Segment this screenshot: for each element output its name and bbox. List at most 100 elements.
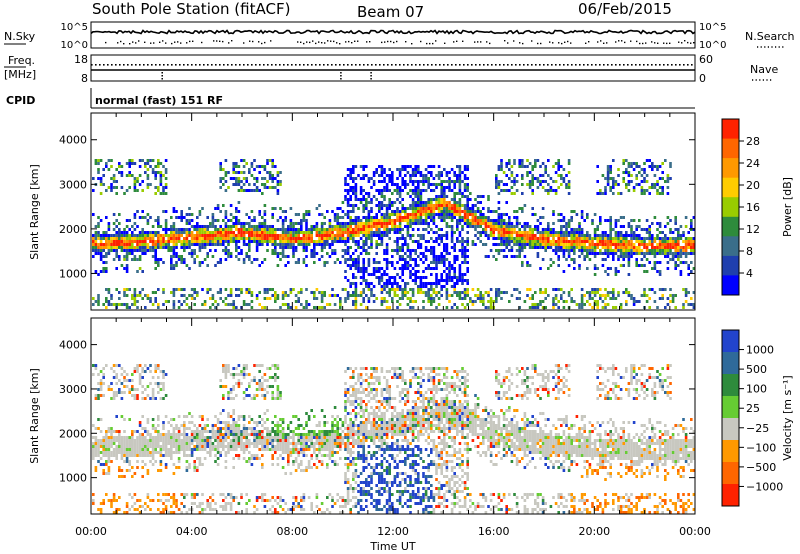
heatmap-cell — [515, 216, 519, 219]
heatmap-cell — [375, 216, 378, 219]
heatmap-cell — [125, 264, 129, 267]
heatmap-cell — [539, 222, 542, 225]
heatmap-cell — [495, 258, 498, 261]
heatmap-cell — [578, 228, 581, 231]
heatmap-cell — [450, 231, 454, 234]
heatmap-cell — [432, 189, 436, 192]
heatmap-cell — [466, 243, 469, 246]
heatmap-cell — [432, 198, 436, 201]
heatmap-cell — [565, 231, 568, 234]
heatmap-cell — [505, 189, 508, 192]
heatmap-cell — [154, 246, 157, 249]
heatmap-cell — [157, 258, 160, 261]
heatmap-cell — [307, 210, 311, 213]
heatmap-cell — [94, 270, 98, 273]
heatmap-cell — [112, 448, 116, 451]
heatmap-cell — [411, 201, 415, 204]
heatmap-cell — [203, 300, 207, 303]
heatmap-cell — [172, 436, 176, 439]
heatmap-cell — [136, 499, 139, 502]
heatmap-cell — [123, 379, 126, 382]
noise-search-point — [615, 41, 617, 43]
nave-point — [163, 64, 165, 66]
heatmap-cell — [320, 246, 324, 249]
heatmap-cell — [632, 243, 636, 246]
heatmap-cell — [534, 243, 537, 246]
heatmap-cell — [372, 183, 376, 186]
y-tick-label: 4000 — [59, 134, 87, 147]
heatmap-cell — [497, 228, 501, 231]
heatmap-cell — [214, 237, 217, 240]
heatmap-cell — [440, 252, 443, 255]
heatmap-cell — [430, 303, 433, 306]
heatmap-cell — [653, 237, 657, 240]
heatmap-cell — [227, 303, 230, 306]
heatmap-cell — [281, 210, 285, 213]
heatmap-cell — [625, 291, 628, 294]
heatmap-cell — [146, 222, 150, 225]
heatmap-cell — [248, 189, 251, 192]
heatmap-cell — [175, 216, 178, 219]
heatmap-cell — [521, 249, 524, 252]
heatmap-cell — [157, 234, 160, 237]
heatmap-cell — [424, 291, 428, 294]
heatmap-cell — [105, 454, 108, 457]
heatmap-cell — [393, 225, 397, 228]
heatmap-cell — [495, 219, 498, 222]
heatmap-cell — [346, 216, 350, 219]
heatmap-cell — [183, 261, 186, 264]
heatmap-cell — [120, 237, 124, 240]
heatmap-cell — [521, 159, 524, 162]
heatmap-cell — [357, 234, 360, 237]
heatmap-cell — [367, 213, 371, 216]
heatmap-cell — [614, 231, 618, 234]
heatmap-cell — [133, 162, 137, 165]
heatmap-cell — [518, 246, 521, 249]
heatmap-cell — [315, 231, 319, 234]
heatmap-cell — [445, 294, 449, 297]
heatmap-cell — [367, 231, 371, 234]
heatmap-cell — [497, 243, 501, 246]
heatmap-cell — [105, 246, 108, 249]
heatmap-cell — [666, 267, 670, 270]
heatmap-cell — [565, 228, 568, 231]
heatmap-cell — [120, 234, 124, 237]
heatmap-cell — [677, 231, 680, 234]
heatmap-cell — [612, 252, 615, 255]
heatmap-cell — [232, 303, 235, 306]
heatmap-cell — [263, 240, 267, 243]
heatmap-cell — [437, 243, 441, 246]
heatmap-cell — [112, 391, 116, 394]
heatmap-cell — [138, 382, 142, 385]
heatmap-cell — [235, 207, 238, 210]
heatmap-cell — [635, 162, 638, 165]
heatmap-cell — [141, 252, 144, 255]
heatmap-cell — [593, 213, 597, 216]
heatmap-cell — [578, 222, 581, 225]
heatmap-cell — [92, 249, 95, 252]
heatmap-cell — [112, 511, 116, 514]
heatmap-cell — [643, 189, 646, 192]
heatmap-cell — [385, 204, 389, 207]
heatmap-cell — [474, 243, 477, 246]
heatmap-cell — [671, 243, 675, 246]
nave-point — [659, 64, 661, 66]
heatmap-cell — [528, 180, 532, 183]
heatmap-cell — [648, 192, 651, 195]
heatmap-cell — [123, 418, 126, 421]
heatmap-cell — [211, 225, 215, 228]
heatmap-cell — [552, 288, 555, 291]
heatmap-cell — [149, 216, 152, 219]
heatmap-cell — [375, 261, 378, 264]
heatmap-cell — [378, 270, 381, 273]
heatmap-cell — [115, 288, 118, 291]
heatmap-cell — [586, 246, 589, 249]
heatmap-cell — [526, 183, 529, 186]
heatmap-cell — [609, 186, 612, 189]
heatmap-cell — [422, 237, 425, 240]
heatmap-cell — [138, 237, 142, 240]
heatmap-cell — [541, 216, 545, 219]
heatmap-cell — [635, 183, 638, 186]
heatmap-cell — [692, 291, 696, 294]
nave-point — [283, 64, 285, 66]
